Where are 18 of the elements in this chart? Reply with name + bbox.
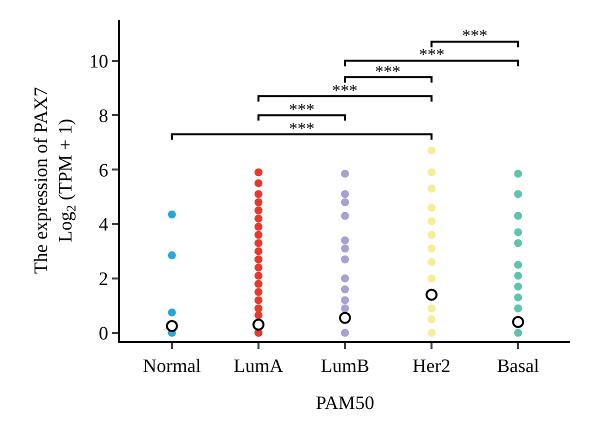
x-tick-label: Basal [496, 356, 540, 377]
y-tick-label: 6 [98, 160, 108, 182]
annotation: *** [419, 45, 444, 64]
y-tick-label: 2 [98, 269, 108, 290]
annotation: *** [375, 62, 400, 81]
x-tick-label: LumB [320, 356, 370, 377]
x-tick-label: LumA [234, 356, 284, 377]
y-tick-label: 4 [98, 214, 109, 236]
x-tick-label: Normal [142, 356, 201, 377]
x-axis-title: PAM50 [316, 393, 374, 414]
y-tick-label: 10 [89, 51, 108, 72]
annotation: *** [289, 119, 314, 138]
x-tick-label: Her2 [412, 356, 451, 377]
y-tick-label: 0 [98, 323, 108, 344]
annotation: *** [289, 100, 314, 119]
y-tick-label: 8 [98, 106, 108, 127]
annotation: *** [462, 26, 488, 45]
annotation: *** [332, 81, 358, 100]
